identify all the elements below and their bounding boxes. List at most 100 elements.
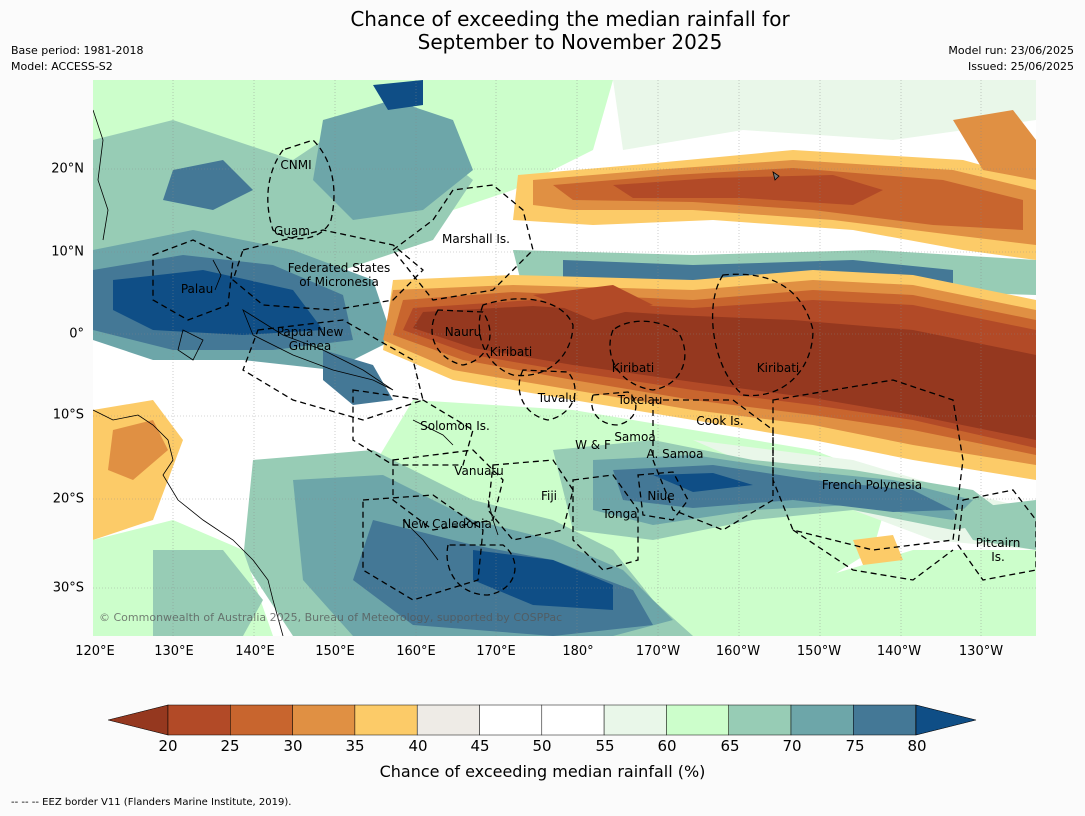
place-label-a-samoa: A. Samoa [647, 447, 704, 461]
colorbar-tick-50: 50 [532, 737, 552, 755]
x-tick-140w: 140°W [876, 644, 922, 659]
colorbar-tick-65: 65 [720, 737, 740, 755]
eez-tonga [572, 474, 639, 571]
y-tick-10s: 10°S [52, 407, 84, 423]
x-tick-180: 180° [562, 644, 594, 659]
x-tick-150e: 150°E [315, 644, 355, 659]
region-pale-green-north [613, 80, 1036, 150]
eez-kiribati-west [478, 298, 574, 377]
model-run: Model run: 23/06/2025 [948, 44, 1074, 57]
colorbar-tick-55: 55 [595, 737, 615, 755]
eez-nauru [431, 309, 491, 366]
region-darkblue-n [373, 80, 423, 110]
x-tick-160e: 160°E [396, 644, 436, 659]
coastlines [93, 109, 780, 636]
eez-french-polynesia [772, 379, 964, 551]
eez-palau [152, 239, 234, 321]
eez-solomon [352, 389, 474, 466]
issued-date: Issued: 25/06/2025 [967, 60, 1074, 73]
x-tick-130w: 130°W [958, 644, 1004, 659]
place-label-pitcairn-is: Pitcairn Is. [976, 536, 1021, 564]
region-brown-north-band [613, 175, 883, 205]
colorbar-cell [416, 704, 480, 736]
eez-pitcairn [957, 489, 1036, 581]
region-orange-ne-corner [953, 110, 1036, 180]
place-label-palau: Palau [181, 282, 213, 296]
place-label-solomon-is: Solomon Is. [420, 419, 490, 433]
y-tick-0: 0° [69, 326, 84, 342]
metadata-left: Base period: 1981-2018 Model: ACCESS-S2 [11, 43, 143, 75]
region-brown-equatorial-west [533, 285, 653, 320]
region-darkblue-nw [163, 160, 253, 210]
eez-nz-kermadec [446, 544, 516, 596]
model-name: Model: ACCESS-S2 [11, 60, 113, 73]
place-label-fiji: Fiji [541, 489, 557, 503]
colorbar-cell [479, 704, 543, 736]
place-label-cook-is: Cook Is. [696, 414, 743, 428]
colorbar-cell [603, 704, 667, 736]
place-label-papua-new-guinea: Papua New Guinea [277, 325, 344, 353]
place-labels: CNMI Guam Marshall Is. Federated States of M… [181, 158, 1020, 564]
colorbar-cell [541, 704, 605, 736]
colorbar-cell [167, 704, 231, 736]
place-label-new-caledonia: New Caledonia [402, 517, 492, 531]
region-blue-png [323, 350, 393, 405]
title-line-1: Chance of exceeding the median rainfall … [350, 7, 790, 31]
eez-cnmi [267, 139, 335, 240]
place-label-french-polynesia: French Polynesia [822, 478, 922, 492]
colorbar-tick-30: 30 [283, 737, 303, 755]
eez-marshall [392, 184, 534, 301]
place-label-cnmi: CNMI [280, 158, 311, 172]
region-green-southeast [693, 550, 1036, 636]
colorbar-under-triangle [108, 704, 169, 736]
eez-borders [152, 139, 1036, 601]
place-label-marshall-is: Marshall Is. [442, 232, 510, 246]
y-tick-30s: 30°S [52, 580, 84, 596]
colorbar-tick-25: 25 [220, 737, 240, 755]
eez-vanuatu [392, 449, 504, 531]
eez-tuvalu [518, 369, 576, 421]
eez-fsm [232, 229, 424, 311]
colorbar-label: Chance of exceeding median rainfall (%) [379, 762, 706, 781]
place-label-kiribati-central: Kiribati [612, 361, 654, 375]
colorbar-tick-60: 60 [657, 737, 677, 755]
x-tick-170e: 170°E [476, 644, 516, 659]
colorbar-tick-70: 70 [782, 737, 802, 755]
region-teal-australia [153, 550, 263, 636]
base-period: Base period: 1981-2018 [11, 44, 144, 57]
eez-fiji [487, 459, 574, 541]
eez-south-line [792, 529, 954, 581]
region-deepblue-southwest [473, 550, 613, 610]
colorbar-cell [354, 704, 418, 736]
colorbar-cell [230, 704, 293, 736]
place-label-tuvalu: Tuvalu [537, 391, 577, 405]
colorbar-tick-40: 40 [408, 737, 428, 755]
region-blue-nw [313, 100, 473, 220]
eez-footnote: -- -- -- EEZ border V11 (Flanders Marine… [11, 797, 292, 808]
colorbar-over-triangle [915, 704, 977, 736]
gridlines [93, 80, 1036, 636]
region-teal-southeast [953, 500, 1036, 550]
eez-png [242, 319, 424, 421]
title-line-2: September to November 2025 [417, 30, 723, 54]
place-label-kiribati-west: Kiribati [490, 345, 532, 359]
y-tick-20s: 20°S [52, 491, 84, 507]
map-title: Chance of exceeding the median rainfall … [0, 8, 1085, 54]
x-tick-150w: 150°W [796, 644, 842, 659]
place-label-niue: Niue [647, 489, 674, 503]
region-darkblue-spcz-core [653, 473, 753, 492]
x-tick-120e: 120°E [75, 644, 115, 659]
colorbar-tick-20: 20 [158, 737, 178, 755]
x-tick-130e: 130°E [154, 644, 194, 659]
colorbar-cells [167, 704, 916, 736]
region-deepbrown-equatorial [413, 306, 1036, 440]
place-label-w-f: W & F [575, 438, 611, 452]
place-label-vanuatu: Vanuatu [454, 464, 504, 478]
place-label-nauru: Nauru [445, 325, 481, 339]
place-label-tonga: Tonga [601, 507, 637, 521]
region-darkblue-equatorial-west [113, 270, 323, 335]
x-tick-140e: 140°E [235, 644, 275, 659]
colorbar [108, 704, 977, 736]
place-label-guam: Guam [274, 224, 310, 238]
place-label-samoa: Samoa [614, 430, 655, 444]
